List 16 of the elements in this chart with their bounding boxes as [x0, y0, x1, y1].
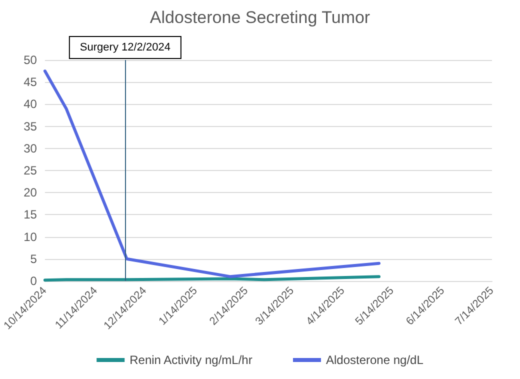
y-tick-label: 20	[24, 186, 38, 200]
y-tick-label: 50	[24, 53, 38, 67]
y-tick-label: 0	[30, 274, 38, 288]
ref-line-label: Surgery 12/2/2024	[80, 42, 170, 54]
y-tick-label: 35	[24, 119, 38, 134]
chart-title: Aldosterone Secreting Tumor	[150, 8, 370, 27]
y-tick-label: 40	[24, 97, 38, 112]
legend-label: Renin Activity ng/mL/hr	[130, 353, 252, 367]
y-tick-label: 10	[24, 230, 38, 244]
y-tick-label: 30	[24, 141, 38, 156]
y-tick-label: 45	[24, 75, 38, 90]
y-tick-label: 15	[24, 208, 38, 222]
y-tick-label: 25	[24, 164, 38, 178]
line-series	[43, 70, 381, 278]
legend-label: Aldosterone ng/dL	[326, 353, 424, 367]
y-tick-label: 5	[30, 252, 38, 266]
